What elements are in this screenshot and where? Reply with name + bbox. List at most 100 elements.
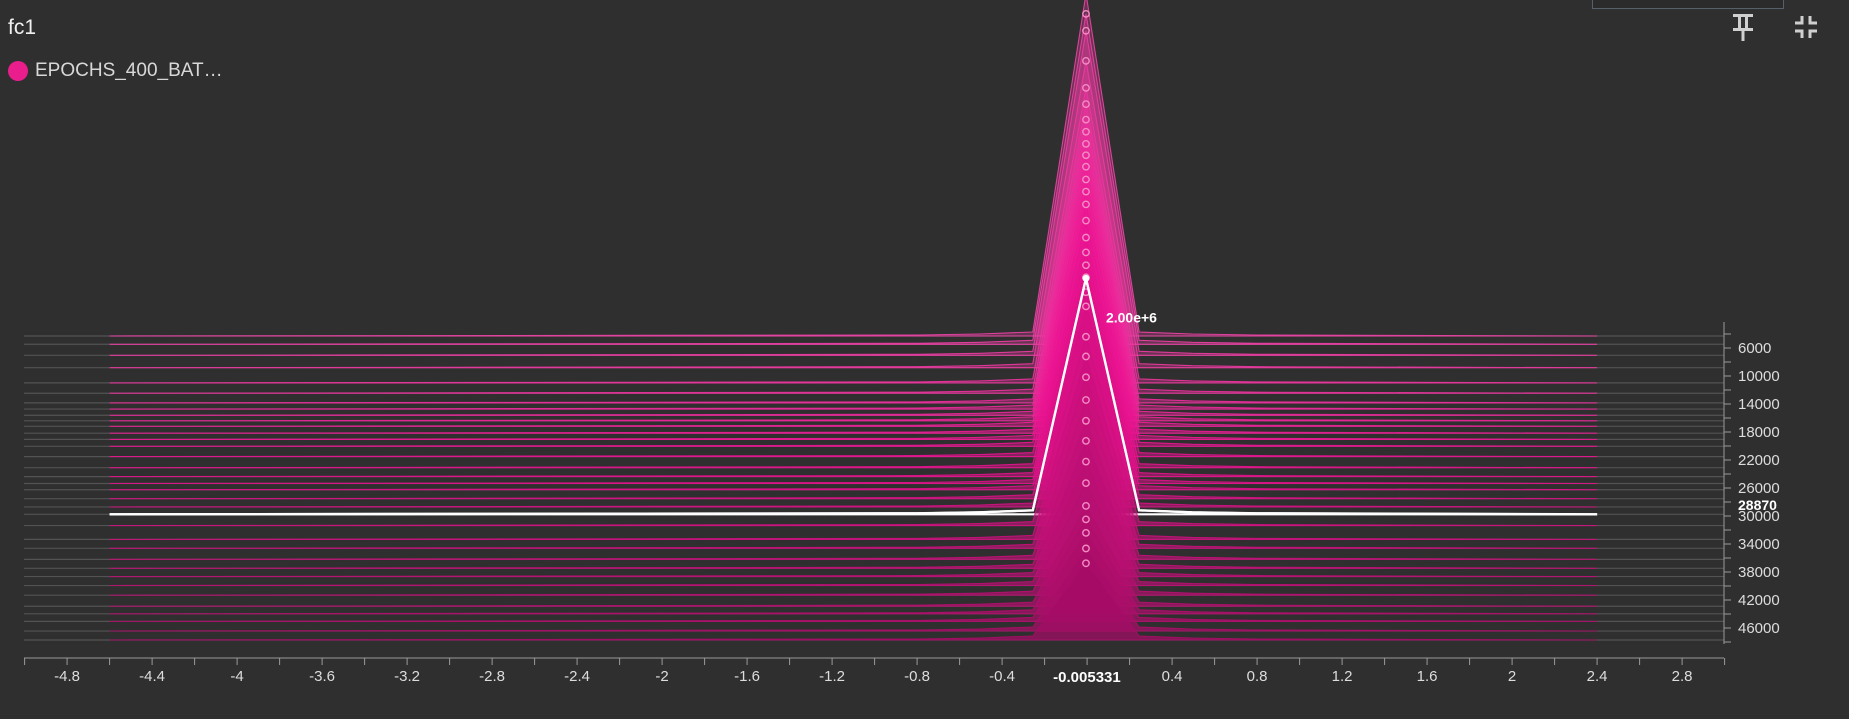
histogram-slice bbox=[109, 531, 1598, 622]
peak-marker bbox=[1082, 187, 1090, 196]
peak-marker bbox=[1082, 502, 1090, 510]
x-tick-label: -4.8 bbox=[54, 668, 80, 685]
x-tick-label: 0.8 bbox=[1247, 668, 1268, 685]
peak-marker bbox=[1082, 396, 1090, 404]
histogram-slice bbox=[109, 191, 1598, 440]
peak-marker bbox=[1082, 416, 1090, 425]
histogram-slice bbox=[109, 398, 1598, 560]
peak-marker bbox=[1082, 139, 1090, 148]
y-tick-label: 10000 bbox=[1738, 368, 1780, 385]
x-tick-label: 1.6 bbox=[1417, 668, 1438, 685]
y-tick-label: 26000 bbox=[1738, 480, 1780, 497]
histogram-slice bbox=[109, 155, 1598, 422]
peak-marker bbox=[1082, 162, 1090, 171]
y-tick-label: 22000 bbox=[1738, 452, 1780, 469]
legend-item[interactable]: EPOCHS_400_BAT… bbox=[8, 60, 223, 82]
x-tick-label: -2 bbox=[655, 668, 668, 685]
x-tick-label: -2.4 bbox=[564, 668, 590, 685]
histogram-slice bbox=[109, 518, 1598, 615]
peak-marker bbox=[1082, 373, 1090, 382]
x-tick-label: -0.4 bbox=[989, 668, 1015, 685]
peak-marker bbox=[1082, 352, 1090, 361]
peak-marker bbox=[1082, 100, 1090, 109]
x-tick-label: -3.2 bbox=[394, 668, 420, 685]
pin-icon bbox=[1733, 14, 1753, 41]
peak-marker bbox=[1082, 151, 1090, 160]
y-tick-label: 38000 bbox=[1738, 564, 1780, 581]
legend-color-dot bbox=[8, 61, 28, 81]
y-tick-label: 18000 bbox=[1738, 424, 1780, 441]
histogram-slice bbox=[109, 0, 1598, 337]
peak-marker bbox=[1082, 332, 1090, 341]
histogram-slice bbox=[109, 265, 1598, 485]
highlighted-histogram-line bbox=[109, 278, 1598, 516]
peak-marker bbox=[1082, 457, 1090, 466]
peak-marker bbox=[1082, 261, 1090, 270]
histogram-slice bbox=[109, 166, 1598, 427]
highlighted-histogram bbox=[109, 278, 1598, 516]
legend-run-label: EPOCHS_400_BAT… bbox=[35, 60, 223, 81]
peak-value-label: 2.00e+6 bbox=[1106, 309, 1157, 325]
peak-marker bbox=[1082, 559, 1090, 568]
hover-step-label: 28870 bbox=[1738, 497, 1777, 513]
peak-marker bbox=[1082, 9, 1090, 18]
collapse-button[interactable] bbox=[1789, 10, 1823, 44]
peak-marker bbox=[1082, 544, 1090, 553]
histogram-slice bbox=[109, 304, 1598, 508]
x-tick-label: -2.8 bbox=[479, 668, 505, 685]
peak-marker bbox=[1082, 233, 1090, 242]
histogram-slice bbox=[109, 481, 1598, 596]
peak-marker bbox=[1082, 528, 1090, 537]
x-tick-label: 1.2 bbox=[1332, 668, 1353, 685]
peak-marker bbox=[1082, 127, 1090, 136]
histogram-slice bbox=[109, 277, 1598, 491]
histogram-slice bbox=[109, 103, 1598, 394]
histogram-slice bbox=[109, 375, 1598, 549]
histogram-slice bbox=[109, 252, 1598, 478]
histogram-slice bbox=[109, 419, 1598, 569]
histogram-slice bbox=[109, 87, 1598, 384]
histogram-slice bbox=[109, 237, 1598, 469]
peak-marker bbox=[1082, 479, 1090, 487]
histogram-slice bbox=[109, 460, 1598, 587]
y-tick-label: 6000 bbox=[1738, 340, 1771, 357]
chart-title: fc1 bbox=[8, 16, 37, 39]
x-tick-label: -4 bbox=[230, 668, 243, 685]
x-tick-label: -4.4 bbox=[139, 668, 165, 685]
histogram-slice bbox=[109, 119, 1598, 404]
histogram-slice bbox=[109, 143, 1598, 416]
collapse-icon bbox=[1795, 16, 1817, 38]
peak-marker bbox=[1082, 83, 1090, 92]
x-tick-label: 2 bbox=[1508, 668, 1516, 685]
y-tick-label: 42000 bbox=[1738, 592, 1780, 609]
histogram-slice bbox=[109, 60, 1598, 369]
histogram-slice bbox=[109, 547, 1598, 632]
histogram-slice bbox=[109, 30, 1598, 356]
y-tick-label: 46000 bbox=[1738, 620, 1780, 637]
x-tick-label: 2.4 bbox=[1587, 668, 1608, 685]
peak-marker bbox=[1082, 57, 1090, 65]
tooltip-stub bbox=[1592, 0, 1784, 9]
peak-marker bbox=[1082, 26, 1090, 35]
histogram-slice bbox=[109, 334, 1598, 527]
peak-marker bbox=[1082, 216, 1090, 225]
peak-marker bbox=[1082, 115, 1090, 124]
histogram-slice bbox=[109, 131, 1598, 410]
histogram-slice bbox=[109, 13, 1598, 345]
peak-marker bbox=[1082, 436, 1090, 445]
x-tick-label: -0.8 bbox=[904, 668, 930, 685]
histogram-slice bbox=[109, 504, 1598, 607]
histogram-slice bbox=[109, 179, 1598, 434]
histogram-slice bbox=[109, 562, 1598, 641]
pin-button[interactable] bbox=[1726, 10, 1760, 44]
y-tick-label: 14000 bbox=[1738, 396, 1780, 413]
peak-marker bbox=[1082, 248, 1090, 257]
histogram-slice bbox=[109, 354, 1598, 540]
histogram-slice bbox=[109, 439, 1598, 578]
x-tick-label: -1.6 bbox=[734, 668, 760, 685]
x-tick-label: 2.8 bbox=[1672, 668, 1693, 685]
y-tick-label: 30000 bbox=[1738, 508, 1780, 525]
peak-marker bbox=[1082, 200, 1090, 209]
peak-marker bbox=[1082, 515, 1090, 524]
